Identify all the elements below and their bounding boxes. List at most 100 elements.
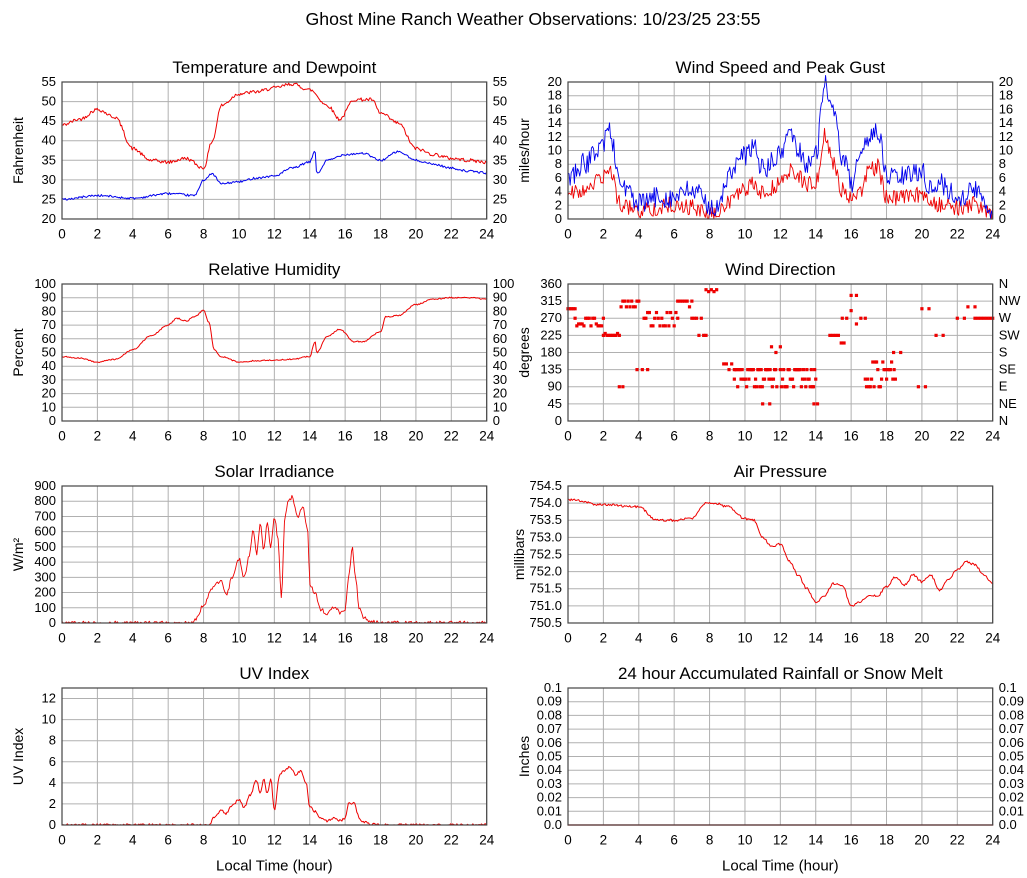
svg-text:SW: SW (999, 327, 1021, 342)
svg-text:200: 200 (34, 584, 56, 599)
svg-text:2: 2 (555, 197, 562, 212)
svg-text:18: 18 (879, 227, 894, 242)
svg-text:miles/hour: miles/hour (516, 118, 532, 183)
svg-text:750.5: 750.5 (530, 614, 562, 629)
svg-text:22: 22 (443, 428, 458, 443)
svg-text:16: 16 (337, 630, 352, 645)
svg-text:0.1: 0.1 (999, 680, 1017, 695)
svg-text:22: 22 (443, 227, 458, 242)
svg-text:24: 24 (479, 428, 494, 443)
svg-text:Solar Irradiance: Solar Irradiance (214, 461, 334, 480)
svg-text:6: 6 (671, 832, 679, 847)
svg-text:N: N (999, 413, 1008, 428)
svg-text:4: 4 (48, 775, 55, 790)
svg-text:20: 20 (408, 227, 423, 242)
svg-text:0: 0 (492, 413, 499, 428)
svg-text:22: 22 (443, 832, 458, 847)
svg-text:8: 8 (48, 732, 55, 747)
svg-text:100: 100 (34, 599, 56, 614)
svg-text:16: 16 (337, 227, 352, 242)
svg-text:22: 22 (950, 227, 965, 242)
svg-text:N: N (999, 276, 1008, 291)
svg-text:0.02: 0.02 (537, 789, 562, 804)
svg-text:20: 20 (492, 385, 506, 400)
svg-text:0.07: 0.07 (537, 721, 562, 736)
svg-text:6: 6 (164, 630, 172, 645)
svg-text:315: 315 (540, 293, 562, 308)
svg-text:20: 20 (915, 630, 930, 645)
svg-text:Wind Direction: Wind Direction (725, 260, 835, 279)
svg-text:12: 12 (266, 832, 281, 847)
svg-text:22: 22 (950, 630, 965, 645)
svg-text:30: 30 (492, 371, 506, 386)
svg-text:16: 16 (337, 428, 352, 443)
svg-text:UV Index: UV Index (239, 664, 309, 683)
svg-text:14: 14 (302, 630, 317, 645)
svg-text:12: 12 (266, 227, 281, 242)
svg-text:40: 40 (492, 358, 506, 373)
svg-text:500: 500 (34, 538, 56, 553)
svg-text:4: 4 (635, 428, 643, 443)
svg-text:0.0: 0.0 (544, 817, 562, 832)
svg-text:40: 40 (492, 133, 506, 148)
svg-text:12: 12 (41, 690, 55, 705)
svg-text:W/m²: W/m² (10, 537, 26, 571)
svg-text:10: 10 (492, 399, 506, 414)
svg-text:2: 2 (93, 630, 101, 645)
svg-text:12: 12 (773, 630, 788, 645)
svg-text:22: 22 (950, 832, 965, 847)
svg-text:8: 8 (706, 630, 714, 645)
svg-text:20: 20 (548, 74, 562, 89)
svg-text:2: 2 (48, 796, 55, 811)
svg-text:16: 16 (844, 832, 859, 847)
svg-text:4: 4 (129, 630, 137, 645)
svg-text:14: 14 (808, 227, 823, 242)
svg-text:8: 8 (199, 832, 207, 847)
svg-text:4: 4 (129, 227, 137, 242)
svg-text:24: 24 (479, 832, 494, 847)
svg-text:10: 10 (231, 832, 246, 847)
svg-text:0.06: 0.06 (537, 735, 562, 750)
svg-text:900: 900 (34, 477, 56, 492)
svg-text:12: 12 (999, 129, 1013, 144)
svg-text:0: 0 (48, 614, 55, 629)
svg-text:NW: NW (999, 293, 1021, 308)
svg-text:14: 14 (302, 428, 317, 443)
svg-text:14: 14 (808, 428, 823, 443)
svg-text:751.5: 751.5 (530, 580, 562, 595)
svg-text:Percent: Percent (10, 328, 26, 376)
svg-text:10: 10 (999, 143, 1013, 158)
svg-text:35: 35 (41, 152, 55, 167)
svg-text:0: 0 (555, 413, 562, 428)
svg-text:10: 10 (41, 399, 55, 414)
svg-text:400: 400 (34, 554, 56, 569)
svg-text:0.03: 0.03 (999, 776, 1024, 791)
svg-text:4: 4 (129, 428, 137, 443)
svg-text:35: 35 (492, 152, 506, 167)
svg-text:0: 0 (555, 211, 562, 226)
svg-text:90: 90 (548, 378, 562, 393)
svg-text:20: 20 (915, 227, 930, 242)
svg-text:225: 225 (540, 327, 562, 342)
svg-text:0: 0 (58, 428, 66, 443)
svg-text:0: 0 (48, 817, 55, 832)
svg-text:E: E (999, 378, 1008, 393)
svg-text:Fahrenheit: Fahrenheit (10, 117, 26, 184)
svg-text:16: 16 (844, 630, 859, 645)
svg-text:16: 16 (844, 227, 859, 242)
svg-text:10: 10 (41, 711, 55, 726)
svg-text:80: 80 (41, 303, 55, 318)
svg-text:0.06: 0.06 (999, 735, 1024, 750)
svg-text:18: 18 (879, 832, 894, 847)
svg-text:20: 20 (41, 385, 55, 400)
svg-text:0: 0 (58, 832, 66, 847)
svg-text:8: 8 (199, 428, 207, 443)
svg-text:0.08: 0.08 (537, 707, 562, 722)
svg-text:752.0: 752.0 (530, 563, 562, 578)
svg-text:600: 600 (34, 523, 56, 538)
svg-text:12: 12 (773, 428, 788, 443)
svg-text:18: 18 (879, 428, 894, 443)
svg-text:16: 16 (548, 101, 562, 116)
svg-text:100: 100 (492, 276, 514, 291)
svg-text:20: 20 (915, 428, 930, 443)
